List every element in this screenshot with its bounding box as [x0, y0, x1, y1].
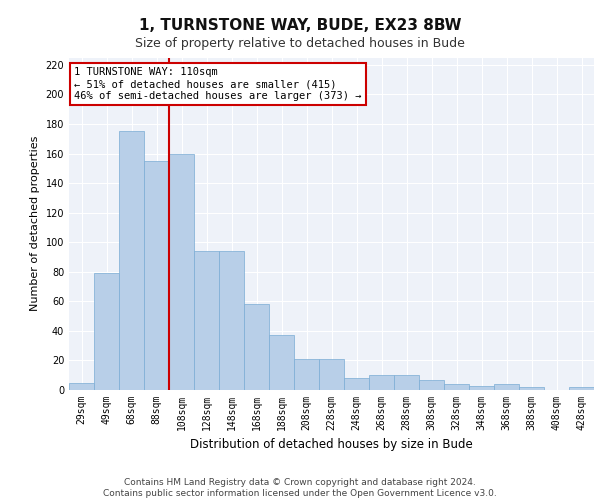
- Bar: [119, 132, 144, 390]
- Bar: [494, 384, 519, 390]
- Bar: [69, 382, 94, 390]
- Bar: [294, 359, 319, 390]
- Bar: [219, 251, 244, 390]
- Text: 1 TURNSTONE WAY: 110sqm
← 51% of detached houses are smaller (415)
46% of semi-d: 1 TURNSTONE WAY: 110sqm ← 51% of detache…: [74, 68, 362, 100]
- X-axis label: Distribution of detached houses by size in Bude: Distribution of detached houses by size …: [190, 438, 473, 452]
- Bar: [419, 380, 444, 390]
- Bar: [144, 161, 169, 390]
- Bar: [94, 274, 119, 390]
- Text: Contains HM Land Registry data © Crown copyright and database right 2024.
Contai: Contains HM Land Registry data © Crown c…: [103, 478, 497, 498]
- Y-axis label: Number of detached properties: Number of detached properties: [30, 136, 40, 312]
- Bar: [569, 387, 594, 390]
- Bar: [344, 378, 369, 390]
- Bar: [394, 375, 419, 390]
- Bar: [269, 336, 294, 390]
- Bar: [369, 375, 394, 390]
- Text: 1, TURNSTONE WAY, BUDE, EX23 8BW: 1, TURNSTONE WAY, BUDE, EX23 8BW: [139, 18, 461, 32]
- Bar: [194, 251, 219, 390]
- Text: Size of property relative to detached houses in Bude: Size of property relative to detached ho…: [135, 38, 465, 51]
- Bar: [169, 154, 194, 390]
- Bar: [519, 387, 544, 390]
- Bar: [244, 304, 269, 390]
- Bar: [469, 386, 494, 390]
- Bar: [319, 359, 344, 390]
- Bar: [444, 384, 469, 390]
